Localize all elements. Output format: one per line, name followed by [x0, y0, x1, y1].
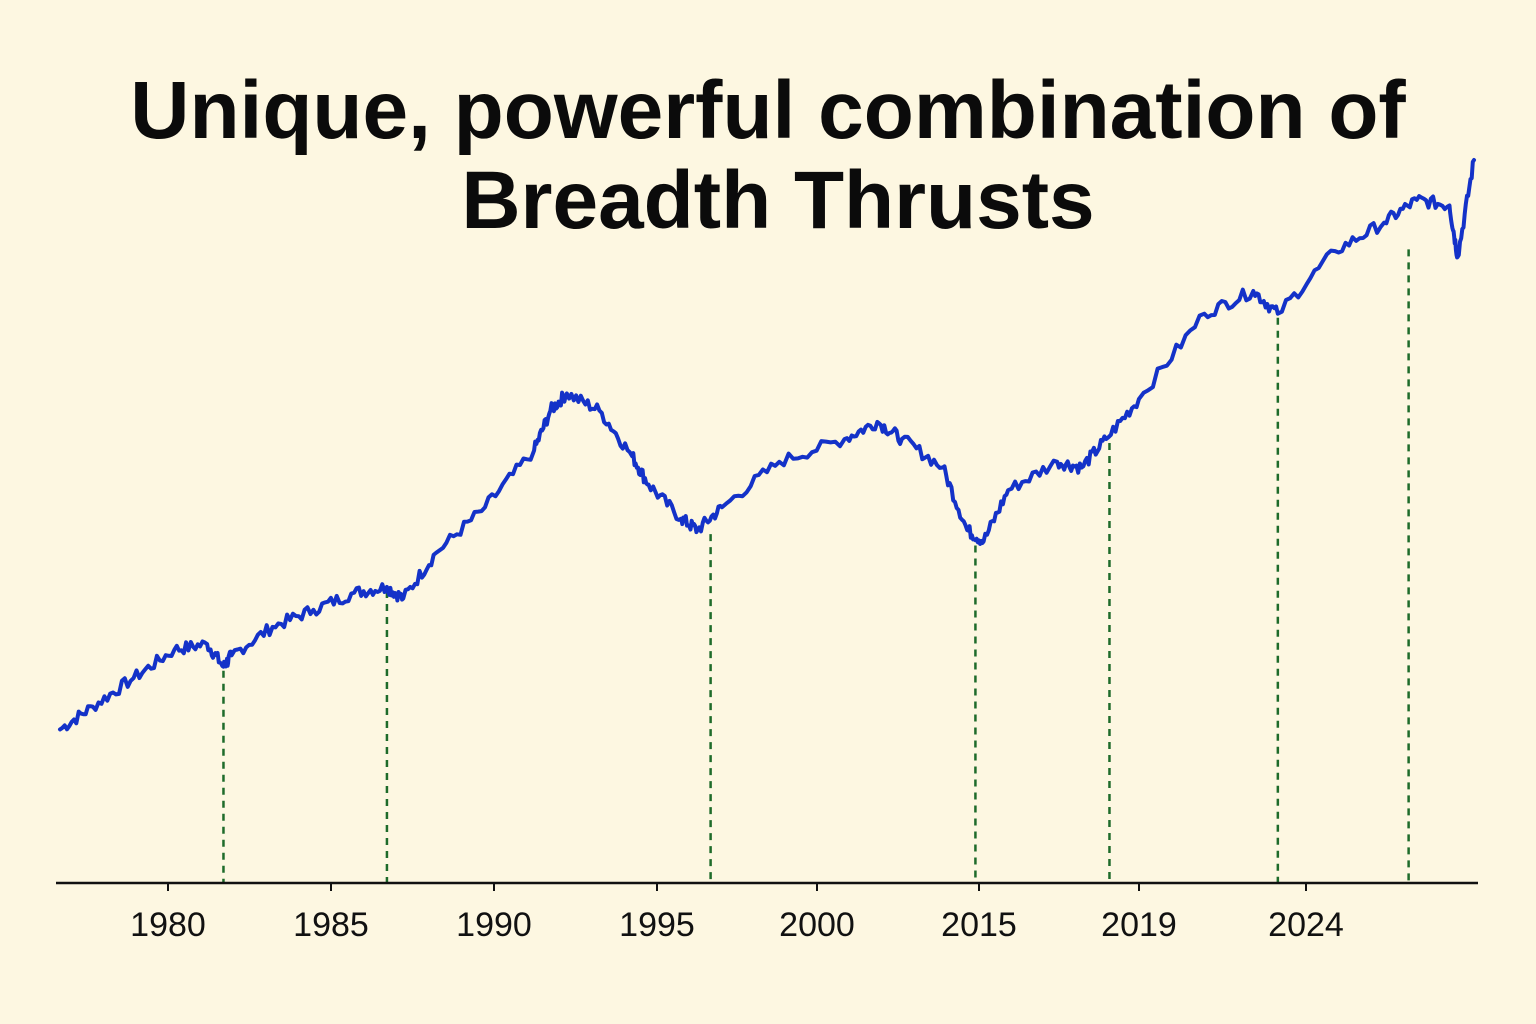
chart-title-line-2: Breadth Thrusts [461, 155, 1095, 246]
x-tick-label-1990: 1990 [456, 906, 532, 944]
chart-title: Unique, powerful combination of Breadth … [0, 66, 1536, 246]
series-line-index [58, 158, 1476, 732]
x-tick-label-2015: 2015 [941, 906, 1017, 944]
x-tick-label-2000: 2000 [779, 906, 855, 944]
x-tick-label-2024: 2024 [1268, 906, 1344, 944]
x-tick-label-1985: 1985 [293, 906, 369, 944]
x-tick-label-1980: 1980 [130, 906, 206, 944]
chart-title-line-1: Unique, powerful combination of [130, 65, 1406, 156]
x-tick-label-1995: 1995 [619, 906, 695, 944]
x-tick-label-2019: 2019 [1101, 906, 1177, 944]
